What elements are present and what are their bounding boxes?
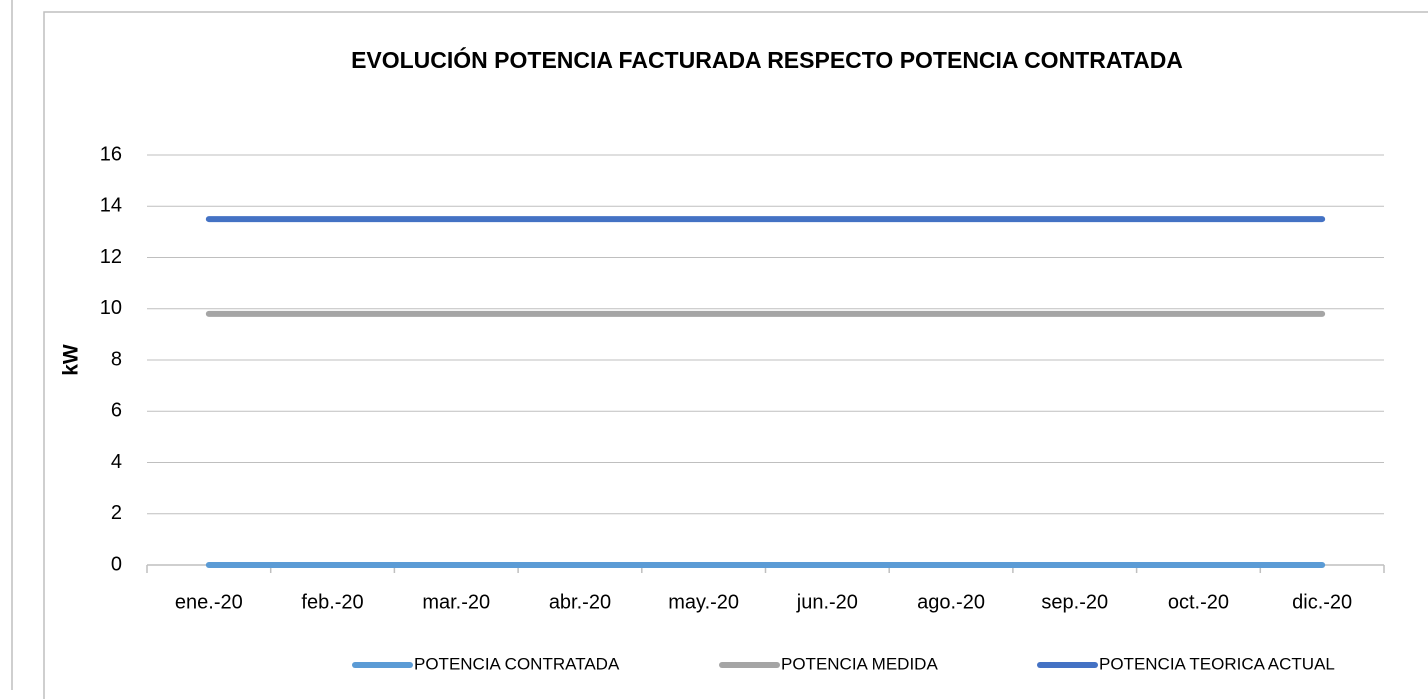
x-tick-label: abr.-20	[549, 591, 611, 613]
x-tick-label: dic.-20	[1292, 591, 1352, 613]
y-tick-label: 16	[100, 143, 122, 165]
y-tick-label: 12	[100, 246, 122, 268]
x-tick-label: feb.-20	[301, 591, 363, 613]
x-tick-label: ago.-20	[917, 591, 985, 613]
x-tick-label: jun.-20	[796, 591, 858, 613]
y-axis-title: kW	[60, 344, 83, 376]
x-tick-label: may.-20	[668, 591, 739, 613]
x-tick-label: sep.-20	[1041, 591, 1108, 613]
legend-label: POTENCIA TEORICA ACTUAL	[1099, 654, 1335, 673]
y-tick-label: 8	[111, 348, 122, 370]
legend-label: POTENCIA CONTRATADA	[414, 654, 620, 673]
chart-title: EVOLUCIÓN POTENCIA FACTURADA RESPECTO PO…	[351, 46, 1183, 73]
y-tick-label: 4	[111, 451, 122, 473]
chart-frame	[43, 11, 1428, 699]
y-tick-label: 0	[111, 553, 122, 575]
x-tick-label: oct.-20	[1168, 591, 1229, 613]
legend-label: POTENCIA MEDIDA	[781, 654, 938, 673]
y-tick-label: 2	[111, 502, 122, 524]
y-tick-label: 10	[100, 297, 122, 319]
x-tick-label: ene.-20	[175, 591, 243, 613]
x-tick-label: mar.-20	[422, 591, 490, 613]
y-tick-label: 14	[100, 195, 122, 217]
y-tick-label: 6	[111, 400, 122, 422]
